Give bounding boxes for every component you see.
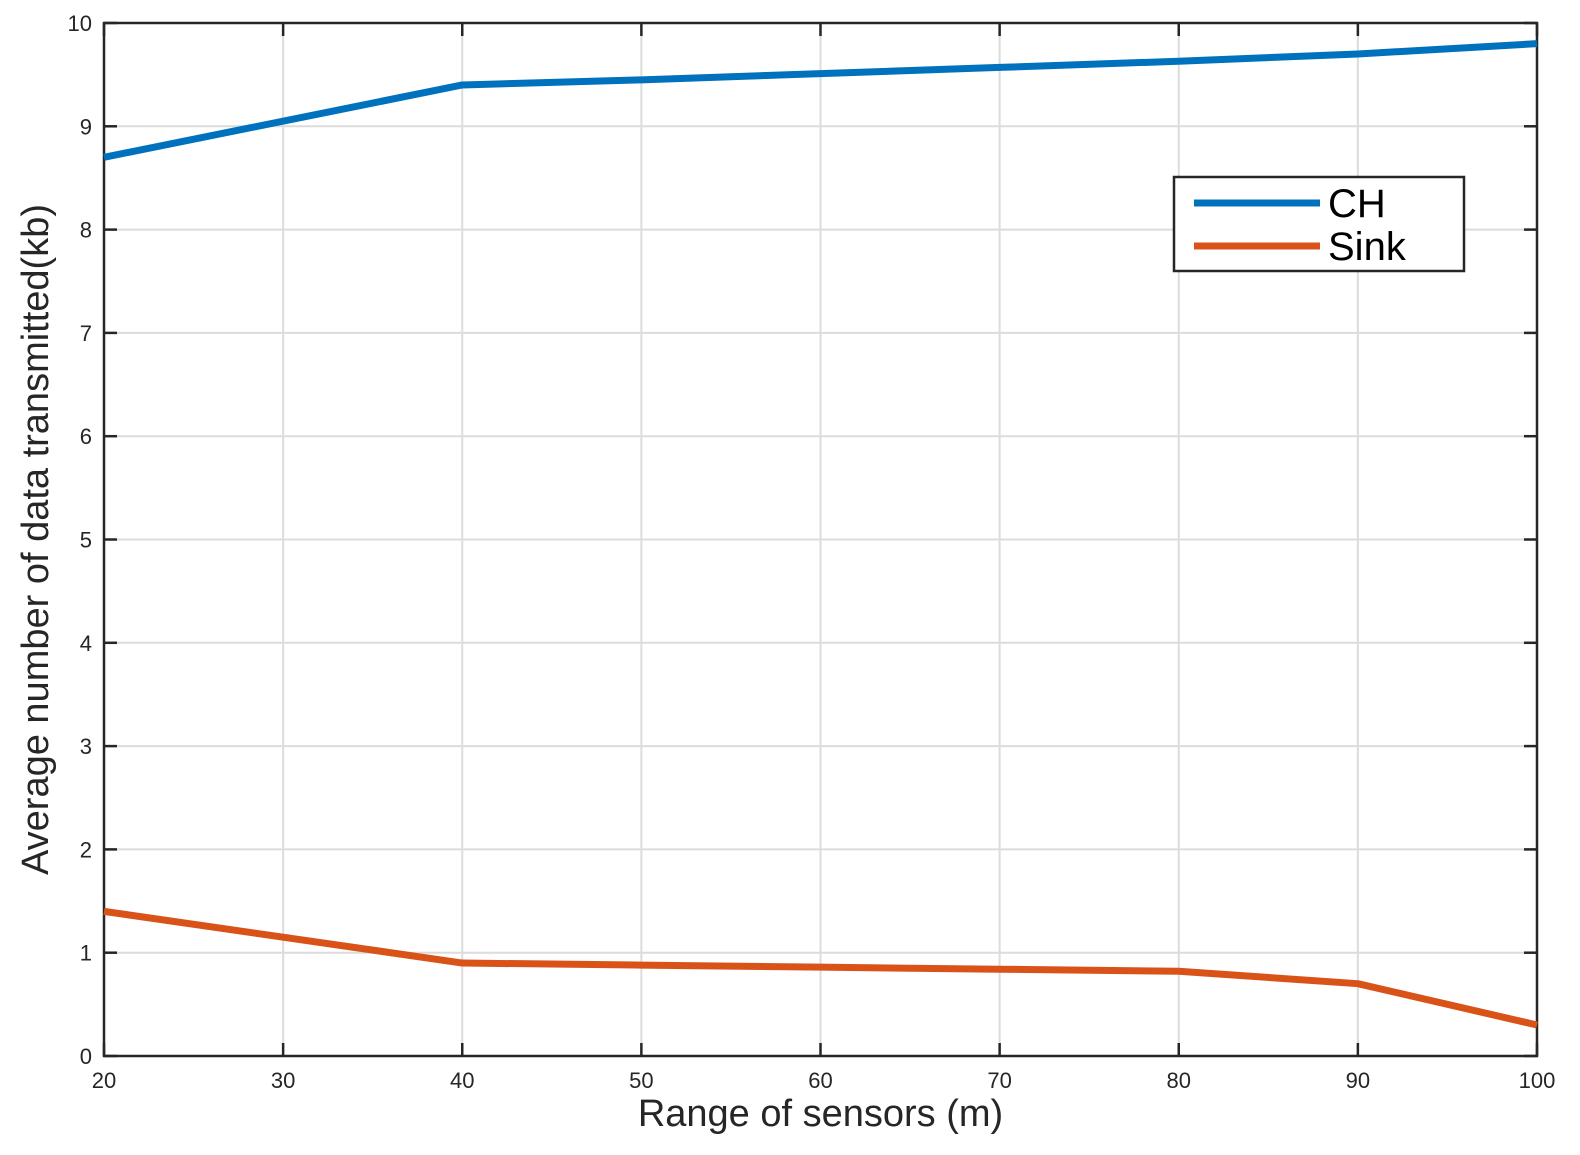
y-tick-label: 2 <box>80 837 92 862</box>
ticks: 20 30 40 50 60 70 80 90 100 0 1 2 3 4 5 6 7 8 9 10 <box>68 11 1556 1093</box>
y-axis-label: Average number of data transmitted(kb) <box>15 204 57 875</box>
x-tick-label: 80 <box>1167 1068 1191 1093</box>
x-tick-label: 100 <box>1519 1068 1556 1093</box>
y-tick-label: 6 <box>80 424 92 449</box>
x-tick-label: 60 <box>808 1068 832 1093</box>
y-tick-label: 3 <box>80 734 92 759</box>
x-axis-label: Range of sensors (m) <box>638 1093 1003 1135</box>
series-line-sink <box>103 907 1538 1029</box>
x-tick-label: 20 <box>92 1068 116 1093</box>
y-tick-label: 9 <box>80 114 92 139</box>
y-tick-label: 10 <box>68 11 92 36</box>
y-tick-label: 0 <box>80 1044 92 1069</box>
x-tick-label: 30 <box>271 1068 295 1093</box>
legend-box <box>1172 175 1466 273</box>
legend-label-ch: CH <box>1328 182 1386 226</box>
y-tick-label: 8 <box>80 218 92 243</box>
y-tick-label: 4 <box>80 631 92 656</box>
y-tick-label: 1 <box>80 941 92 966</box>
x-tick-label: 50 <box>629 1068 653 1093</box>
y-tick-label: 7 <box>80 321 92 346</box>
x-tick-label: 90 <box>1346 1068 1370 1093</box>
series <box>103 40 1538 1029</box>
series-line-ch <box>103 40 1538 161</box>
x-tick-label: 40 <box>450 1068 474 1093</box>
legend-label-sink: Sink <box>1328 225 1407 269</box>
y-tick-label: 5 <box>80 528 92 553</box>
x-tick-label: 70 <box>987 1068 1011 1093</box>
